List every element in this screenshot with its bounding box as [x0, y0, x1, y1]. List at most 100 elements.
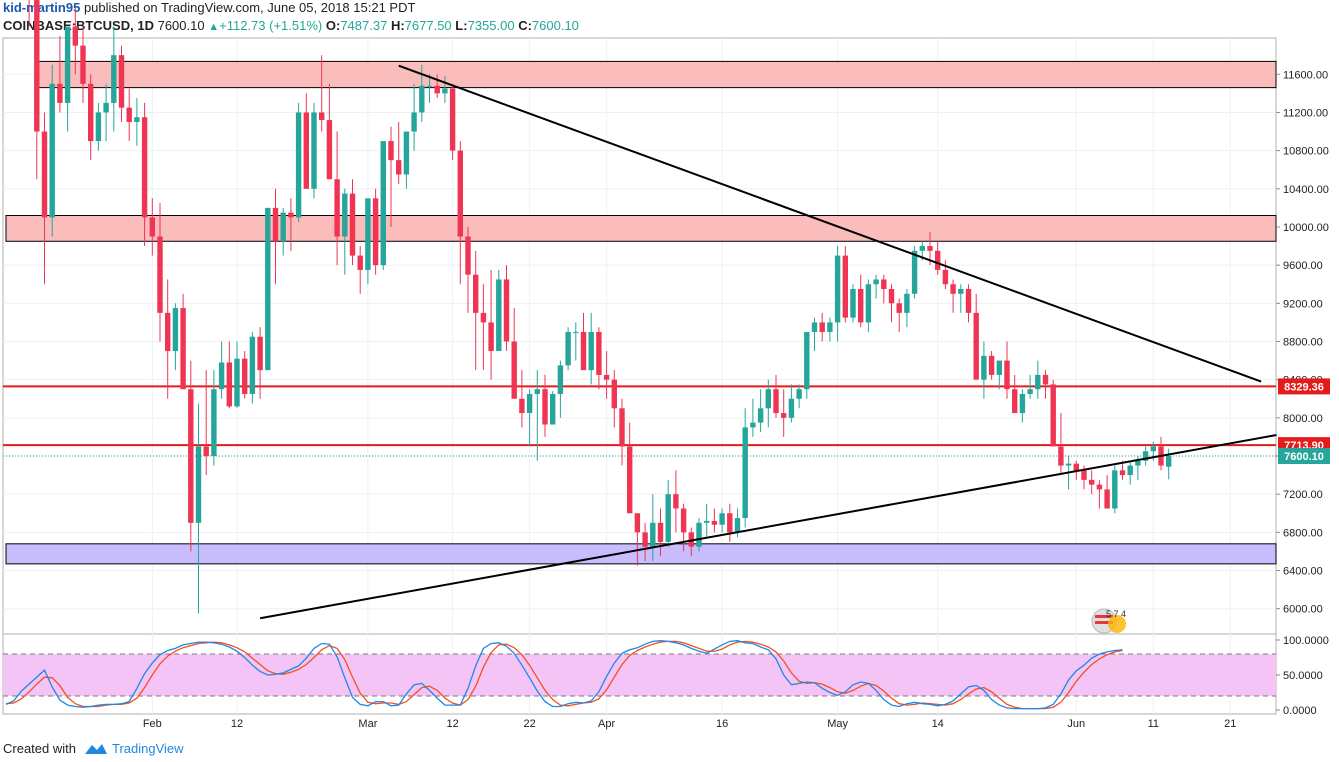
price-tick-label: 10000.00 [1283, 222, 1329, 234]
candle-body [1081, 470, 1087, 480]
candle [134, 98, 140, 146]
stoch-tick-label: 0.0000 [1283, 705, 1317, 717]
candle-body [519, 398, 525, 414]
candle [157, 203, 163, 342]
candle [1058, 413, 1064, 476]
candle-body [311, 112, 317, 189]
candle-body [457, 150, 463, 237]
candle-body [734, 518, 741, 533]
candle-body [704, 520, 710, 523]
candle-body [449, 88, 456, 151]
chart-header: kid-martin95 published on TradingView.co… [0, 0, 1339, 38]
high-label: H: [390, 18, 405, 33]
candle-body [265, 207, 271, 371]
candle [827, 317, 833, 342]
candle-body [257, 336, 263, 371]
candle [650, 494, 656, 561]
candle [388, 126, 394, 227]
candle [126, 88, 132, 142]
candle [642, 522, 648, 561]
price-tick-label: 11200.00 [1283, 107, 1328, 119]
candle [434, 74, 440, 99]
candle-body [57, 83, 63, 103]
candle-body [773, 389, 779, 414]
price-chart[interactable]: 11600.00 11200.00 10800.00 10400.00 10000.00… [0, 0, 1339, 740]
candle [49, 64, 55, 237]
stoch-band [3, 654, 1276, 696]
symbol-label: COINBASE:BTCUSD, 1D [3, 18, 154, 33]
candle-body [757, 408, 764, 423]
candle-body [195, 446, 202, 523]
last-price: 7600.10 [157, 18, 205, 33]
candle-body [765, 389, 771, 409]
candle-body [88, 83, 94, 142]
price-label-bg [1278, 448, 1330, 465]
candle [750, 398, 756, 437]
candle [473, 250, 479, 371]
author-name[interactable]: kid-martin95 [3, 0, 81, 15]
candle-body [935, 250, 941, 270]
candle [403, 131, 410, 189]
candle-body [988, 355, 995, 375]
candle-body [172, 308, 179, 352]
candle [665, 479, 671, 547]
candle-body [819, 322, 825, 332]
candle [257, 327, 263, 399]
candle [334, 131, 340, 266]
candle-body [326, 120, 333, 180]
candle-body [1112, 470, 1118, 509]
candle-body [1089, 479, 1095, 485]
up-arrow-icon: ▲ [208, 21, 220, 33]
low-label: L: [455, 18, 468, 33]
candle [396, 121, 402, 185]
candle-body [64, 26, 71, 103]
candle [311, 102, 317, 199]
candle-body [218, 362, 225, 390]
price-label-text: 7600.10 [1284, 451, 1324, 463]
candle-body [911, 250, 918, 294]
candle [757, 389, 764, 433]
candle-body [141, 117, 148, 218]
candle-body [719, 513, 725, 525]
flag-stripe-icon [1095, 615, 1113, 618]
candle-body [973, 312, 979, 380]
candle [557, 360, 564, 418]
candle-body [750, 422, 756, 428]
candle [573, 322, 579, 361]
candle [881, 274, 887, 304]
candle-body [403, 131, 410, 175]
candle-body [149, 217, 155, 237]
resistance-zone[interactable] [5, 215, 1277, 242]
candle [811, 317, 818, 352]
candle-body [41, 131, 48, 218]
tradingview-link[interactable]: TradingView [111, 741, 184, 756]
candle [865, 279, 872, 332]
candle [380, 141, 386, 270]
time-tick-label: Mar [358, 718, 377, 730]
support-zone[interactable] [5, 543, 1277, 565]
candle [1112, 465, 1118, 514]
candle [57, 36, 63, 113]
candle [149, 198, 155, 256]
candle-body [226, 362, 232, 407]
trendline[interactable] [398, 64, 1262, 383]
candle [449, 83, 456, 161]
candle-body [565, 331, 571, 366]
candle-body [295, 112, 302, 218]
resistance-zone[interactable] [36, 60, 1277, 89]
candle-body [573, 331, 579, 333]
candle-body [665, 494, 671, 542]
candle-body [503, 279, 510, 342]
candle-body [288, 212, 294, 218]
price-tick-label: 8800.00 [1283, 336, 1323, 348]
candle-body [426, 85, 433, 87]
chart-frame [2, 37, 1277, 715]
candle [981, 341, 987, 399]
time-tick-label: 14 [932, 718, 944, 730]
candle [935, 241, 941, 275]
candle [565, 327, 571, 371]
currency-badge[interactable]: 5 7 4 [1091, 608, 1126, 634]
candle [904, 288, 910, 328]
price-tick-label: 10800.00 [1283, 146, 1329, 158]
trendline[interactable] [259, 434, 1277, 620]
